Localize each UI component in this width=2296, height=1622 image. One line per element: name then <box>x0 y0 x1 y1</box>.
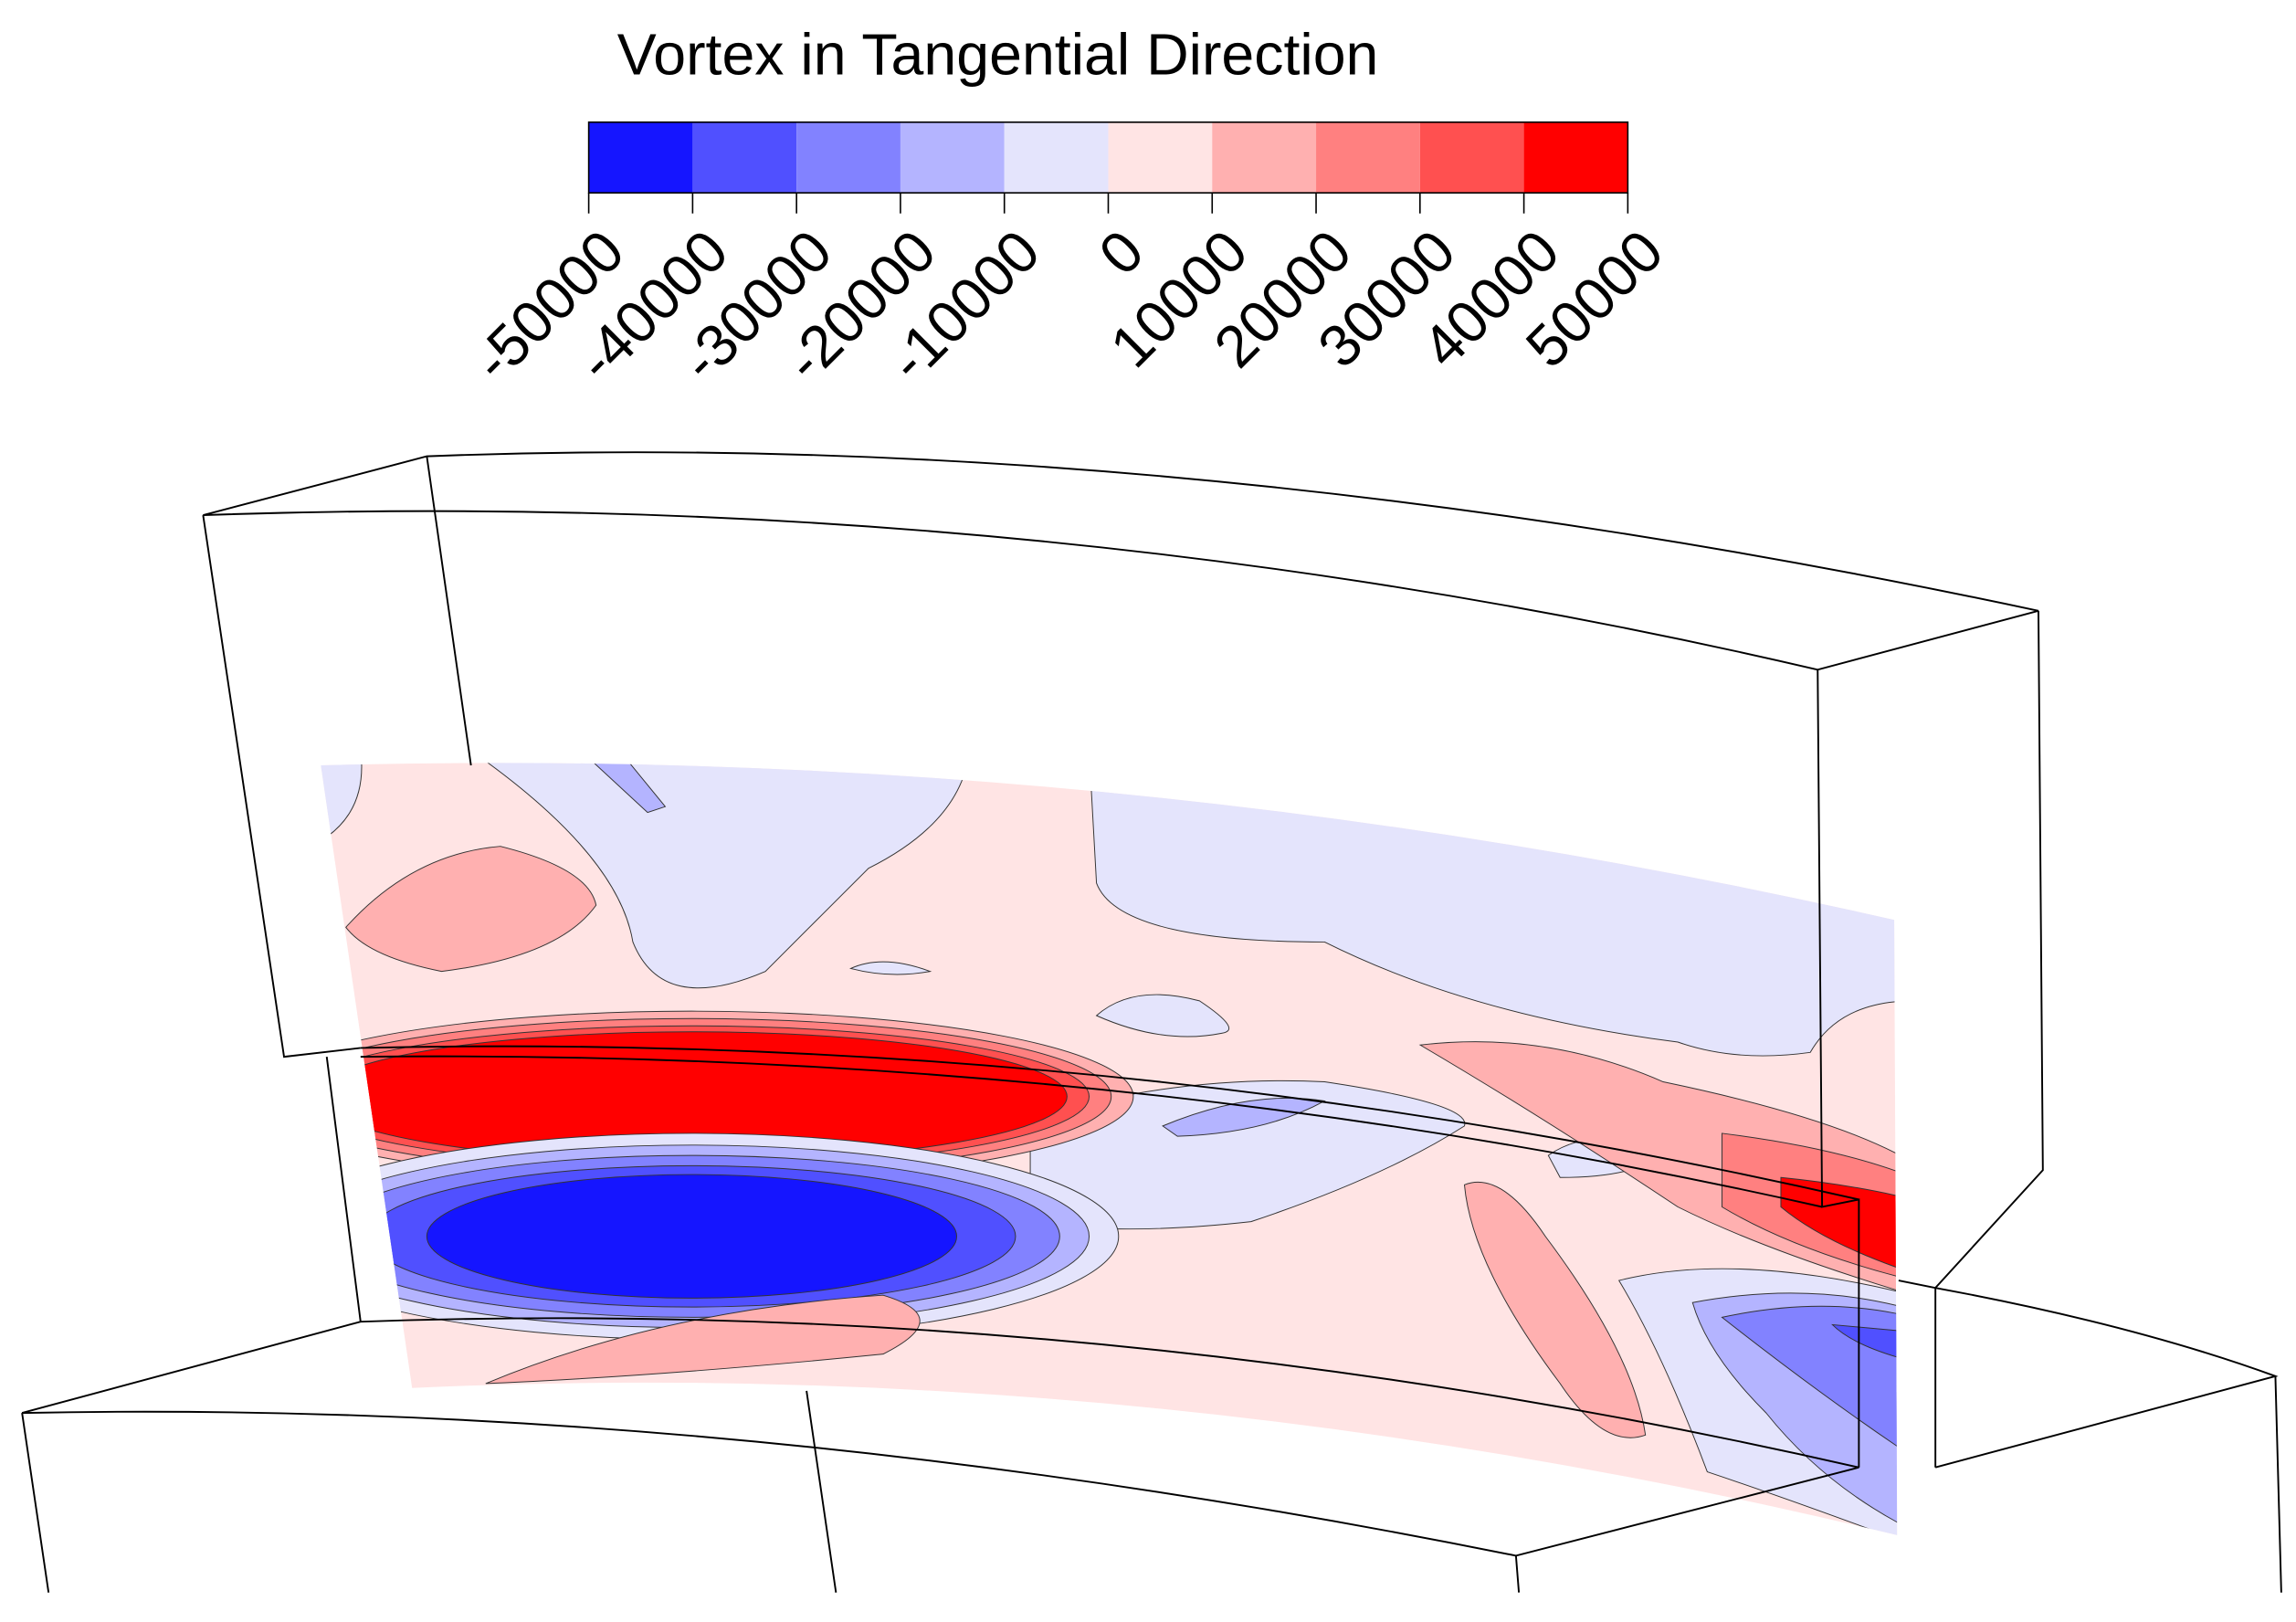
contour-region <box>1162 1097 1326 1137</box>
wireframe <box>21 451 2282 1593</box>
contour-region <box>1780 1176 1898 1274</box>
contour-region <box>1095 994 1230 1037</box>
contour-region <box>1463 1181 1647 1438</box>
tick-label: 0 <box>1087 217 1156 287</box>
contour-region <box>345 846 597 973</box>
contour-region <box>485 1294 921 1385</box>
colorbar-segment <box>1108 121 1213 194</box>
colorbar-segment <box>1523 121 1628 194</box>
contour-region <box>469 763 969 989</box>
contour-region <box>849 961 932 975</box>
contour-field <box>321 763 1898 1535</box>
contour-region <box>1029 1080 1466 1230</box>
contour-region <box>426 1174 957 1299</box>
colorbar: -50000-40000-30000-20000-10000 0100002000… <box>460 121 1676 394</box>
colorbar-segment <box>588 121 693 194</box>
contour-region <box>1831 1323 1898 1363</box>
colorbar-segment <box>1004 121 1109 194</box>
colorbar-segment <box>900 121 1005 194</box>
contour-region <box>1103 1409 1200 1421</box>
colorbar-segment <box>1316 121 1420 194</box>
colorbar-segment <box>1419 121 1524 194</box>
chart-title: Vortex in Tangential Direction <box>617 22 1379 88</box>
colorbar-segment <box>1212 121 1317 194</box>
colorbar-segment <box>692 121 797 194</box>
colorbar-segment <box>796 121 900 194</box>
contour-region <box>587 763 667 814</box>
